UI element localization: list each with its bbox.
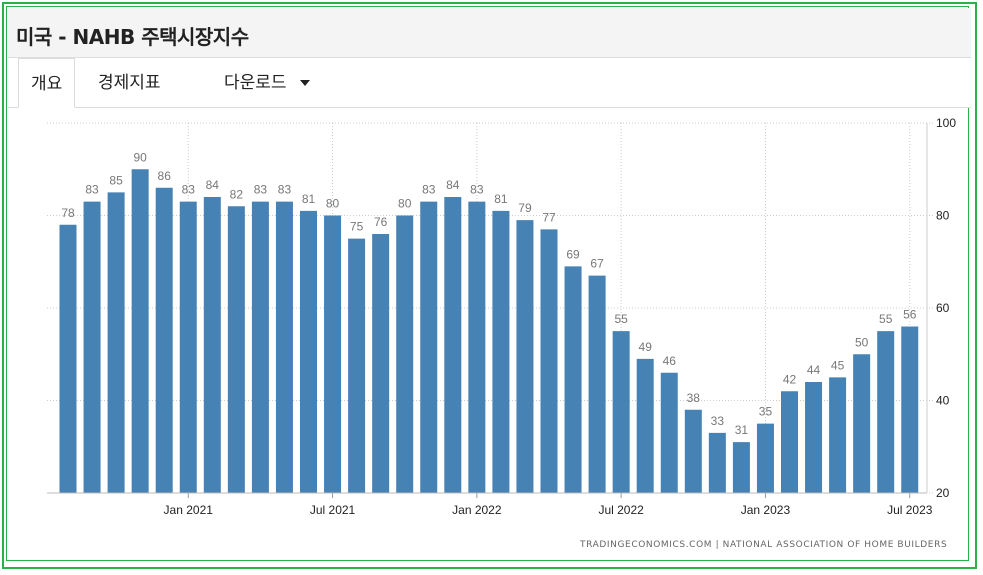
caret-down-icon: [299, 80, 310, 86]
tab-download-label: 다운로드: [224, 73, 287, 93]
page-title: 미국 - NAHB 주택시장지수: [16, 25, 249, 49]
tab-indicators[interactable]: 경제지표: [98, 58, 161, 108]
tab-indicators-label: 경제지표: [98, 73, 161, 93]
outer-frame: [2, 2, 977, 569]
source-credit: TRADINGECONOMICS.COM | NATIONAL ASSOCIAT…: [580, 540, 948, 550]
tab-download[interactable]: 다운로드: [224, 58, 310, 108]
tab-overview[interactable]: 개요: [18, 58, 76, 108]
tab-bar: 개요 경제지표 다운로드: [8, 58, 971, 108]
tab-overview-label: 개요: [31, 74, 63, 94]
inner-frame: [6, 6, 969, 561]
header-bar: 미국 - NAHB 주택시장지수: [8, 8, 971, 58]
